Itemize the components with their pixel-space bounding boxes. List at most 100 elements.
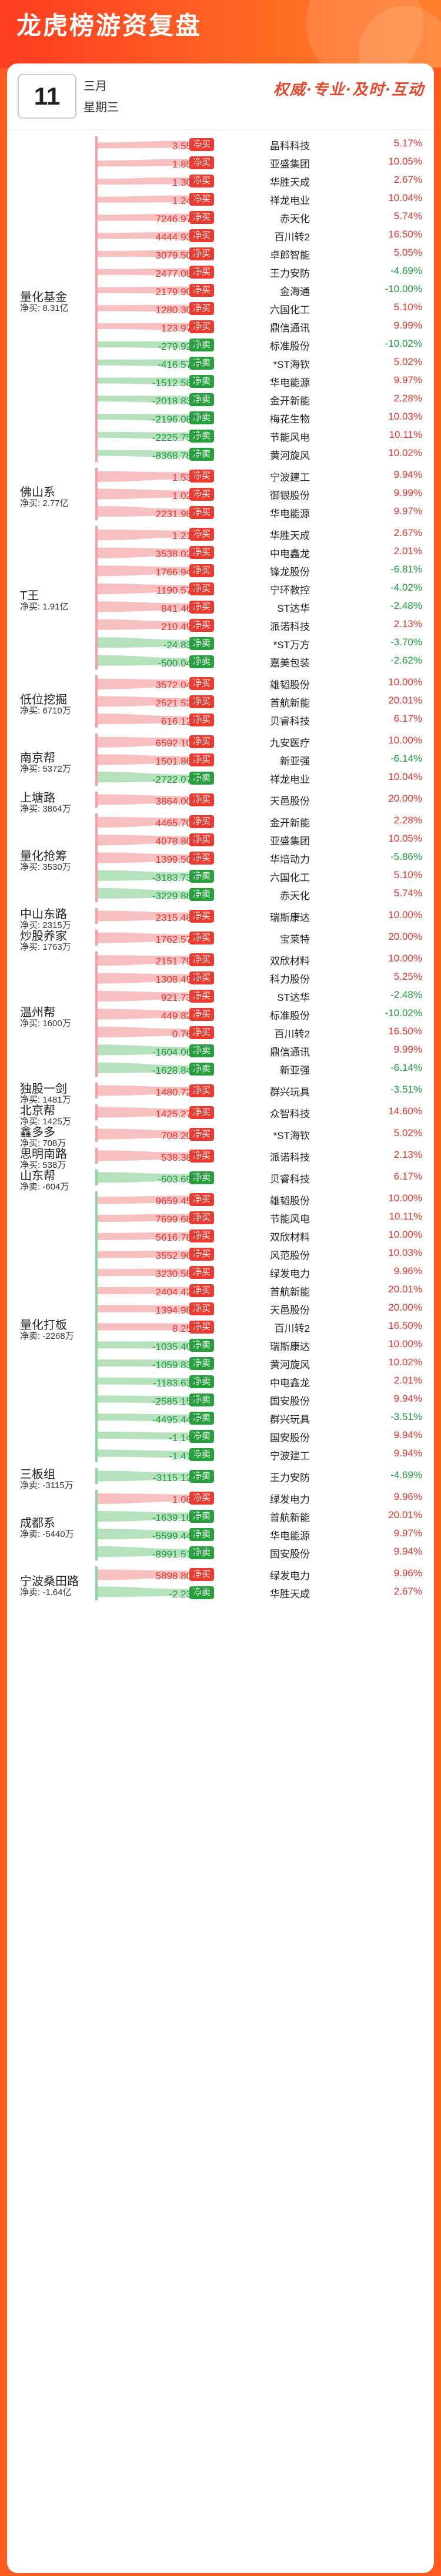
stock-row[interactable]: 净买 2231.98万 华电能源 9.97% <box>7 503 434 521</box>
stock-name[interactable]: 瑞斯康达 <box>270 912 310 923</box>
stock-name[interactable]: 金开新能 <box>270 818 310 829</box>
stock-row[interactable]: 净卖 -1183.63万 中电鑫龙 2.01% <box>7 1372 434 1390</box>
stock-name[interactable]: 王力安防 <box>270 1472 310 1483</box>
stock-row[interactable]: 净卖 -1.41亿 宁波建工 9.94% <box>7 1445 434 1463</box>
stock-row[interactable]: 净买 2404.42万 首航新能 20.01% <box>7 1281 434 1299</box>
stock-name[interactable]: 华胜天成 <box>270 530 310 541</box>
stock-name[interactable]: 金开新能 <box>270 396 310 407</box>
stock-row[interactable]: 净买 1766.94万 锋龙股份 -6.81% <box>7 561 434 579</box>
stock-name[interactable]: 双欣材料 <box>270 1232 310 1243</box>
stock-row[interactable]: 净买 3864.00万 天邑股份 20.00% <box>7 790 434 808</box>
stock-row[interactable]: 净卖 -5599.44万 华电能源 9.97% <box>7 1525 434 1543</box>
stock-row[interactable]: 净买 7699.68万 节能风电 10.11% <box>7 1208 434 1226</box>
stock-row[interactable]: 净买 4078.80万 亚盛集团 10.05% <box>7 830 434 848</box>
stock-row[interactable]: 净买 1.53亿 宁波建工 9.94% <box>7 467 434 484</box>
stock-name[interactable]: 百川转2 <box>274 1029 310 1040</box>
stock-row[interactable]: 净买 1.85亿 亚盛集团 10.05% <box>7 153 434 171</box>
stock-row[interactable]: 净买 1280.30万 六国化工 5.10% <box>7 299 434 317</box>
stock-name[interactable]: 金海通 <box>280 286 310 297</box>
stock-name[interactable]: 九安医疗 <box>270 738 310 749</box>
stock-row[interactable]: 净买 1.02亿 御银股份 9.99% <box>7 485 434 503</box>
stock-row[interactable]: 净买 3230.58万 绿发电力 9.96% <box>7 1263 434 1281</box>
stock-name[interactable]: 国安股份 <box>270 1549 310 1560</box>
stock-row[interactable]: 净卖 -1512.58万 华电能源 9.97% <box>7 372 434 390</box>
stock-name[interactable]: 节能风电 <box>270 432 310 443</box>
stock-row[interactable]: 净买 1425.27万 众智科技 14.60% <box>7 1103 434 1121</box>
stock-row[interactable]: 净买 4444.93万 百川转2 16.50% <box>7 226 434 244</box>
stock-row[interactable]: 净买 3538.02万 中电鑫龙 2.01% <box>7 543 434 561</box>
stock-row[interactable]: 净买 210.49万 派诺科技 2.13% <box>7 616 434 634</box>
stock-row[interactable]: 净买 841.46万 ST达华 -2.48% <box>7 598 434 615</box>
stock-row[interactable]: 净买 4465.70万 金开新能 2.28% <box>7 812 434 830</box>
stock-row[interactable]: 净买 538.38万 派诺科技 2.13% <box>7 1147 434 1164</box>
stock-name[interactable]: 标准股份 <box>270 341 310 352</box>
stock-name[interactable]: 中电鑫龙 <box>270 1378 310 1389</box>
stock-name[interactable]: 鼎信通讯 <box>270 323 310 334</box>
stock-row[interactable]: 净买 2151.79万 双欣材料 10.00% <box>7 950 434 968</box>
stock-name[interactable]: 锋龙股份 <box>270 567 310 578</box>
stock-name[interactable]: 鼎信通讯 <box>270 1047 310 1058</box>
stock-name[interactable]: *ST海钦 <box>273 359 310 370</box>
stock-row[interactable]: 净买 1.30亿 华胜天成 2.67% <box>7 172 434 189</box>
stock-name[interactable]: 宁波建工 <box>270 472 310 483</box>
stock-name[interactable]: ST达华 <box>277 603 310 614</box>
stock-name[interactable]: 雄韬股份 <box>270 679 310 691</box>
stock-name[interactable]: ST达华 <box>277 992 310 1003</box>
stock-row[interactable]: 净买 1480.72万 群兴玩具 -3.51% <box>7 1081 434 1099</box>
stock-row[interactable]: 净买 1190.57万 宁环教控 -4.02% <box>7 579 434 597</box>
stock-name[interactable]: 华电能源 <box>270 377 310 388</box>
stock-name[interactable]: 科力股份 <box>270 974 310 985</box>
stock-name[interactable]: *ST万方 <box>273 639 310 651</box>
stock-name[interactable]: 风范股份 <box>270 1250 310 1261</box>
stock-row[interactable]: 净卖 -1604.06万 鼎信通讯 9.99% <box>7 1041 434 1059</box>
stock-row[interactable]: 净买 5898.80万 绿发电力 9.96% <box>7 1565 434 1583</box>
stock-row[interactable]: 净卖 -500.04万 嘉美包装 -2.62% <box>7 652 434 670</box>
stock-name[interactable]: 嘉美包装 <box>270 658 310 669</box>
stock-name[interactable]: 标准股份 <box>270 1010 310 1021</box>
stock-row[interactable]: 净买 7246.97万 赤天化 5.74% <box>7 208 434 226</box>
stock-row[interactable]: 净买 449.82万 标准股份 -10.02% <box>7 1005 434 1023</box>
stock-row[interactable]: 净买 616.12万 贝睿科技 6.17% <box>7 711 434 728</box>
stock-row[interactable]: 净买 1.24亿 祥龙电业 10.04% <box>7 190 434 207</box>
stock-row[interactable]: 净卖 -2225.75万 节能风电 10.11% <box>7 427 434 444</box>
stock-row[interactable]: 净卖 -603.69万 贝睿科技 6.17% <box>7 1168 434 1186</box>
stock-row[interactable]: 净买 8.25万 百川转2 16.50% <box>7 1318 434 1335</box>
stock-row[interactable]: 净买 1501.86万 新亚强 -6.14% <box>7 751 434 768</box>
stock-name[interactable]: 百川转2 <box>274 232 310 243</box>
stock-row[interactable]: 净买 1394.98万 天邑股份 20.00% <box>7 1299 434 1317</box>
stock-name[interactable]: 晶科科技 <box>270 140 310 152</box>
stock-row[interactable]: 净卖 -2.23亿 华胜天成 2.67% <box>7 1583 434 1601</box>
stock-name[interactable]: 黄河旋风 <box>270 1359 310 1371</box>
stock-name[interactable]: 华电能源 <box>270 508 310 520</box>
stock-row[interactable]: 净买 708.20万 *ST海钦 5.02% <box>7 1125 434 1143</box>
stock-row[interactable]: 净卖 -3229.88万 赤天化 5.74% <box>7 885 434 903</box>
stock-row[interactable]: 净买 3572.04万 雄韬股份 10.00% <box>7 674 434 692</box>
stock-row[interactable]: 净买 1399.50万 华培动力 -5.86% <box>7 849 434 866</box>
stock-name[interactable]: 贝睿科技 <box>270 716 310 727</box>
stock-name[interactable]: 王力安防 <box>270 268 310 279</box>
stock-row[interactable]: 净卖 -3183.73万 六国化工 5.10% <box>7 867 434 885</box>
stock-row[interactable]: 净买 1762.57万 宝莱特 20.00% <box>7 929 434 946</box>
stock-name[interactable]: 节能风电 <box>270 1214 310 1225</box>
stock-row[interactable]: 净买 5616.78万 双欣材料 10.00% <box>7 1227 434 1244</box>
stock-name[interactable]: 宁波建工 <box>270 1451 310 1462</box>
stock-row[interactable]: 净买 1308.49万 科力股份 5.25% <box>7 969 434 986</box>
stock-name[interactable]: 卓郎智能 <box>270 250 310 261</box>
stock-name[interactable]: 国安股份 <box>270 1396 310 1407</box>
stock-name[interactable]: 派诺科技 <box>270 621 310 632</box>
stock-row[interactable]: 净卖 -1035.40万 瑞斯康达 10.00% <box>7 1336 434 1354</box>
stock-name[interactable]: 天邑股份 <box>270 1305 310 1316</box>
stock-name[interactable]: 华电能源 <box>270 1530 310 1542</box>
stock-name[interactable]: *ST海钦 <box>273 1130 310 1141</box>
stock-row[interactable]: 净卖 -1059.83万 黄河旋风 10.02% <box>7 1354 434 1372</box>
stock-row[interactable]: 净卖 -279.92万 标准股份 -10.02% <box>7 336 434 353</box>
stock-name[interactable]: 中电鑫龙 <box>270 548 310 560</box>
stock-name[interactable]: 贝睿科技 <box>270 1174 310 1185</box>
stock-name[interactable]: 新亚强 <box>280 756 310 767</box>
stock-row[interactable]: 净卖 -1628.84万 新亚强 -6.14% <box>7 1060 434 1077</box>
stock-row[interactable]: 净买 1.08亿 绿发电力 9.96% <box>7 1489 434 1506</box>
stock-name[interactable]: 宁环教控 <box>270 585 310 596</box>
stock-row[interactable]: 净买 2315.48万 瑞斯康达 10.00% <box>7 907 434 924</box>
stock-row[interactable]: 净买 6592.10万 九安医疗 10.00% <box>7 732 434 750</box>
stock-name[interactable]: 群兴玩具 <box>270 1414 310 1425</box>
